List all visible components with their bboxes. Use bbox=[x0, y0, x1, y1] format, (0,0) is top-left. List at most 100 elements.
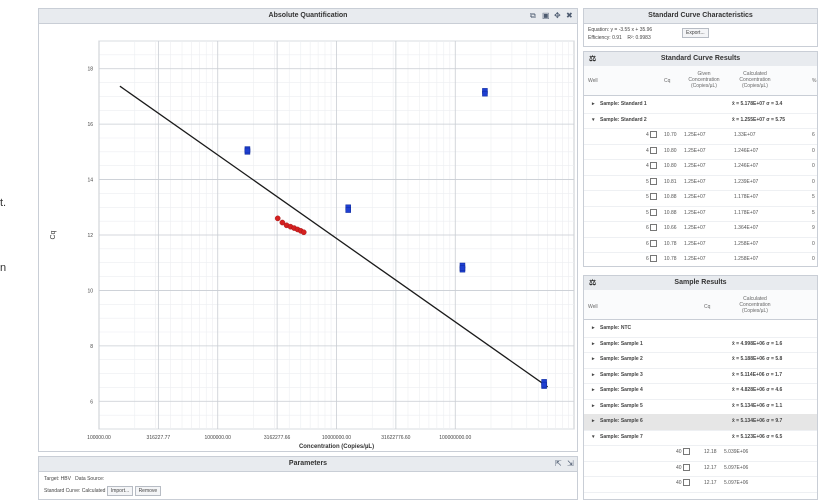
group-label: Sample: Standard 2 bbox=[600, 116, 647, 123]
data-source-label: Data Source: bbox=[75, 476, 105, 482]
sample-group-row[interactable]: ▸ Sample: Sample 1 x̄ = 4.998E+06 σ = 1.6 bbox=[584, 337, 817, 353]
standard-point[interactable] bbox=[482, 90, 488, 97]
well-id: 5 bbox=[646, 175, 657, 191]
table-row[interactable]: 40 12.17 5.097E+06 bbox=[584, 461, 817, 477]
well-icon bbox=[649, 162, 657, 170]
col-given-concentration[interactable]: Given Concentration (Copies/µL) bbox=[688, 71, 720, 89]
given-concentration: 1.25E+07 bbox=[684, 225, 706, 231]
percent-value: 5 bbox=[812, 194, 815, 200]
std-results-header: Well Cq Given Concentration (Copies/µL) … bbox=[584, 66, 817, 96]
chevron-down-icon[interactable]: ▾ bbox=[592, 116, 595, 123]
well-icon bbox=[649, 146, 657, 154]
y-tick-label: 12 bbox=[87, 233, 93, 239]
sample-group-row[interactable]: ▾ Sample: Sample 7 x̄ = 5.123E+06 σ = 6.5 bbox=[584, 430, 817, 446]
col-percent[interactable]: % bbox=[812, 78, 817, 84]
sample-group-row[interactable]: ▸ Sample: Sample 6 x̄ = 5.134E+06 σ = 9.7 bbox=[584, 414, 817, 431]
calculated-concentration: 1.246E+07 bbox=[734, 163, 759, 169]
col-cq[interactable]: Cq bbox=[704, 304, 711, 310]
group-summary: x̄ = 5.123E+06 σ = 6.5 bbox=[732, 433, 783, 440]
group-label: Sample: Standard 1 bbox=[600, 101, 647, 107]
edge-text-2: n bbox=[0, 262, 7, 274]
x-tick-label: 31622776.60 bbox=[381, 435, 410, 441]
table-row[interactable]: 40 12.18 5.039E+06 bbox=[584, 445, 817, 462]
sample-point[interactable] bbox=[279, 219, 286, 226]
export-icon[interactable]: ▣ bbox=[542, 11, 550, 20]
standard-point[interactable] bbox=[541, 381, 547, 388]
sample-group-row[interactable]: ▸ Sample: Standard 1 x̄ = 5.178E+07 σ = 3.… bbox=[584, 97, 817, 114]
sample-group-row[interactable]: ▸ Sample: Sample 2 x̄ = 5.188E+06 σ = 5.8 bbox=[584, 352, 817, 369]
chevron-right-icon[interactable]: ▸ bbox=[592, 325, 595, 331]
export-button[interactable]: Export... bbox=[682, 28, 709, 38]
col-calculated-concentration[interactable]: Calculated Concentration (Copies/µL) bbox=[739, 71, 771, 89]
cq-value: 12.17 bbox=[704, 480, 717, 486]
table-settings-icon[interactable]: ⚖ bbox=[589, 278, 597, 287]
sample-point[interactable] bbox=[274, 215, 281, 222]
well-number: 6 bbox=[646, 256, 649, 262]
cq-value: 10.70 bbox=[664, 132, 677, 138]
chevron-right-icon[interactable]: ▸ bbox=[592, 340, 595, 347]
zoom-icon[interactable]: ✖ bbox=[566, 11, 573, 20]
sample-group-row[interactable]: ▸ Sample: Sample 5 x̄ = 5.134E+06 σ = 1.1 bbox=[584, 399, 817, 415]
copy-icon[interactable]: ⧉ bbox=[530, 11, 536, 20]
table-row[interactable]: 4 10.80 1.25E+07 1.246E+07 0 bbox=[584, 159, 817, 176]
import-button[interactable]: Import... bbox=[106, 486, 134, 496]
table-row[interactable]: 6 10.66 1.25E+07 1.364E+07 9 bbox=[584, 221, 817, 238]
col-well[interactable]: Well bbox=[588, 304, 598, 310]
table-row[interactable]: 4 10.70 1.25E+07 1.33E+07 6 bbox=[584, 128, 817, 145]
group-summary: x̄ = 5.114E+06 σ = 1.7 bbox=[732, 371, 782, 378]
standard-point[interactable] bbox=[345, 207, 351, 213]
col-well[interactable]: Well bbox=[588, 78, 598, 84]
table-row[interactable]: 40 12.17 5.097E+06 bbox=[584, 476, 817, 493]
expand-icon[interactable]: ⇱ bbox=[555, 459, 562, 468]
table-row[interactable]: 5 10.88 1.25E+07 1.178E+07 5 bbox=[584, 206, 817, 222]
col-cq[interactable]: Cq bbox=[664, 78, 671, 84]
chevron-right-icon[interactable]: ▸ bbox=[592, 371, 595, 378]
sample-group-row[interactable]: ▸ Sample: Sample 3 x̄ = 5.114E+06 σ = 1.7 bbox=[584, 368, 817, 384]
chevron-right-icon[interactable]: ▸ bbox=[592, 418, 595, 424]
col-calculated-concentration[interactable]: Calculated Concentration (Copies/µL) bbox=[739, 296, 771, 314]
chevron-right-icon[interactable]: ▸ bbox=[592, 101, 595, 107]
qpcr-standard-curve-chart[interactable]: 100000.00 316227.77 1000000.00 3162277.66 10… bbox=[39, 23, 577, 451]
chevron-down-icon[interactable]: ▾ bbox=[592, 433, 595, 440]
sample-results-panel: ⚖ Sample Results Well Cq Calculated Conc… bbox=[583, 275, 818, 500]
percent-value: 9 bbox=[812, 225, 815, 231]
table-row[interactable]: 5 10.81 1.25E+07 1.239E+07 0 bbox=[584, 175, 817, 191]
table-row[interactable]: 6 10.78 1.25E+07 1.258E+07 0 bbox=[584, 237, 817, 253]
chevron-right-icon[interactable]: ▸ bbox=[592, 387, 595, 393]
pan-icon[interactable]: ✥ bbox=[554, 11, 561, 20]
sample-point[interactable] bbox=[300, 229, 307, 236]
calculated-concentration: 1.246E+07 bbox=[734, 147, 759, 154]
well-id: 6 bbox=[646, 237, 657, 253]
x-tick-label: 3162277.66 bbox=[264, 435, 291, 441]
remove-button[interactable]: Remove bbox=[134, 486, 162, 496]
plot-panel: Absolute Quantification ⧉ ▣ ✥ ✖ 100000.0… bbox=[38, 8, 578, 452]
well-id: 4 bbox=[646, 144, 657, 160]
calculated-concentration: 1.239E+07 bbox=[734, 178, 759, 185]
calculated-concentration: 1.178E+07 bbox=[734, 209, 759, 216]
given-concentration: 1.25E+07 bbox=[684, 163, 706, 169]
well-icon bbox=[649, 224, 657, 232]
well-number: 6 bbox=[646, 225, 649, 231]
group-summary: x̄ = 4.828E+06 σ = 4.6 bbox=[732, 387, 783, 393]
calculated-concentration: 1.364E+07 bbox=[734, 225, 759, 231]
collapse-icon[interactable]: ⇲ bbox=[567, 459, 574, 468]
sample-group-row[interactable]: ▸ Sample: NTC bbox=[584, 321, 817, 338]
standard-point[interactable] bbox=[459, 265, 466, 272]
table-row[interactable]: 6 10.78 1.25E+07 1.258E+07 0 bbox=[584, 252, 817, 266]
sample-group-row[interactable]: ▸ Sample: Sample 4 x̄ = 4.828E+06 σ = 4.6 bbox=[584, 383, 817, 400]
cq-value: 10.88 bbox=[664, 209, 677, 216]
table-row[interactable]: 5 10.88 1.25E+07 1.178E+07 5 bbox=[584, 190, 817, 207]
cq-value: 12.17 bbox=[704, 464, 717, 471]
table-settings-icon[interactable]: ⚖ bbox=[589, 54, 597, 63]
table-row[interactable]: 4 10.80 1.25E+07 1.246E+07 0 bbox=[584, 144, 817, 160]
well-number: 5 bbox=[646, 178, 649, 185]
standard-point[interactable] bbox=[244, 147, 251, 154]
sample-group-row[interactable]: ▾ Sample: Standard 2 x̄ = 1.255E+07 σ = 5.… bbox=[584, 113, 817, 129]
percent-value: 0 bbox=[812, 256, 815, 262]
chevron-right-icon[interactable]: ▸ bbox=[592, 402, 595, 409]
percent-value: 0 bbox=[812, 147, 815, 154]
well-number: 40 bbox=[676, 449, 682, 455]
cq-value: 10.66 bbox=[664, 225, 677, 231]
chevron-right-icon[interactable]: ▸ bbox=[592, 356, 595, 362]
group-summary: x̄ = 5.134E+06 σ = 1.1 bbox=[732, 402, 783, 409]
